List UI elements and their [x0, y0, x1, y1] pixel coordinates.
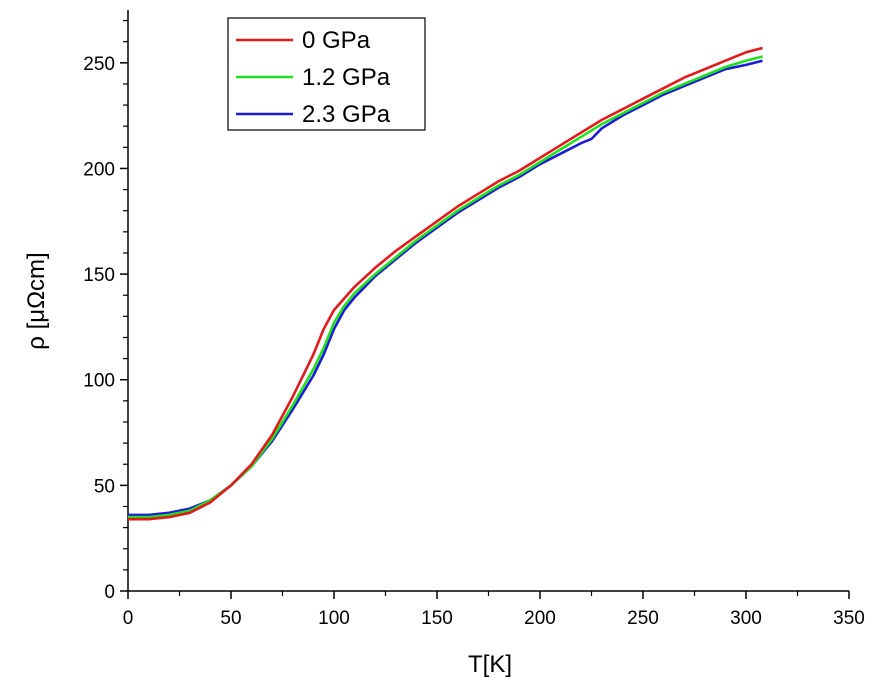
- y-axis-title: ρ [μΩcm]: [23, 252, 50, 349]
- x-tick-label: 150: [421, 608, 453, 629]
- series-line-1: [128, 55, 763, 519]
- x-tick-label: 50: [220, 608, 241, 629]
- x-tick-label: 200: [524, 608, 556, 629]
- y-tick-label: 150: [83, 265, 115, 286]
- y-tick-label: 0: [104, 582, 115, 603]
- x-tick-label: 0: [123, 608, 134, 629]
- legend-label-1: 1.2 GPa: [302, 64, 391, 91]
- legend-label-0: 0 GPa: [302, 27, 371, 54]
- series-line-0: [128, 46, 763, 521]
- legend-label-2: 2.3 GPa: [302, 101, 391, 128]
- x-tick-label: 300: [730, 608, 762, 629]
- y-tick-label: 250: [83, 54, 115, 75]
- y-tick-label: 50: [94, 476, 115, 497]
- y-tick-label: 200: [83, 159, 115, 180]
- x-tick-label: 350: [833, 608, 865, 629]
- y-tick-label: 100: [83, 371, 115, 392]
- x-tick-label: 250: [627, 608, 659, 629]
- x-axis-title: T[K]: [468, 651, 512, 678]
- legend-box: [227, 17, 426, 131]
- series-line-2: [128, 59, 763, 517]
- data-series: [128, 46, 763, 521]
- x-tick-label: 100: [318, 608, 350, 629]
- x-axis-ticks: 0 50 100 150 200 250 300 350: [123, 591, 865, 629]
- legend: 0 GPa 1.2 GPa 2.3 GPa: [227, 17, 426, 131]
- y-axis-ticks: 0 50 100 150 200 250: [83, 19, 128, 603]
